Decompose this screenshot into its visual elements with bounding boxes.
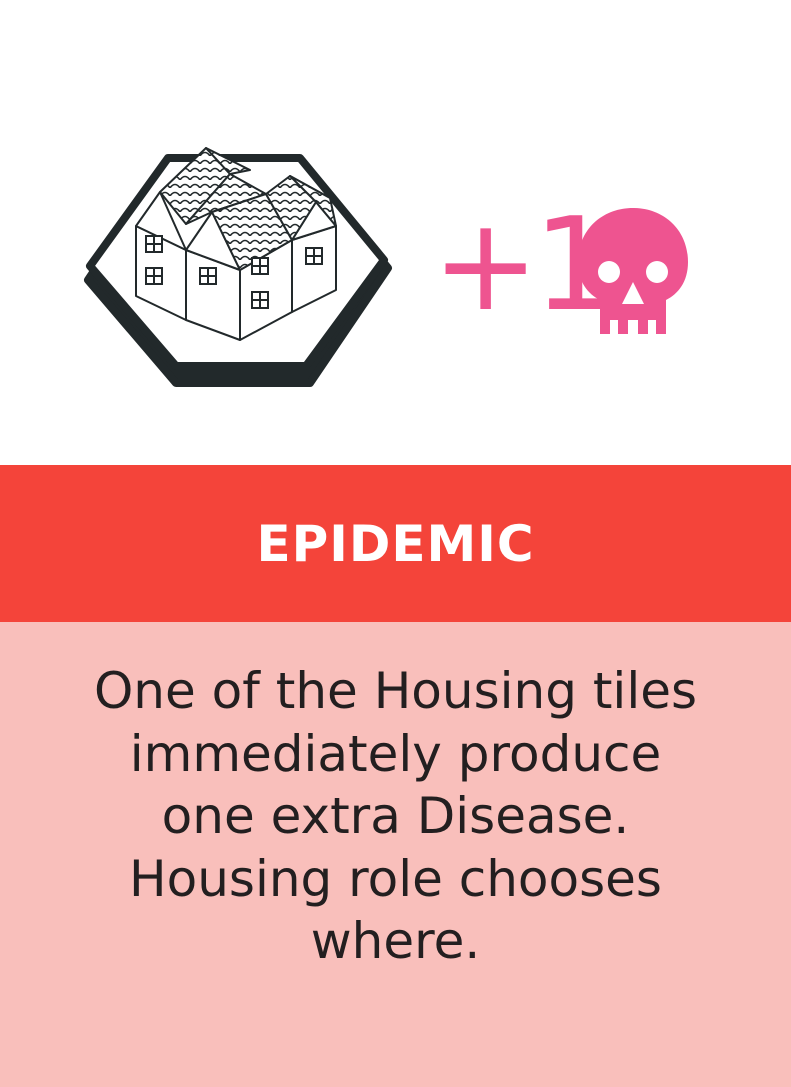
description-band: [0, 622, 791, 1087]
title-band: EPIDEMIC: [0, 465, 791, 622]
card-illustration-area: +1: [0, 0, 791, 465]
housing-tile-icon: [84, 147, 392, 387]
skull-icon: [578, 208, 688, 334]
card-title: EPIDEMIC: [256, 514, 535, 573]
card-description: One of the Housing tiles immediately pro…: [93, 662, 698, 970]
